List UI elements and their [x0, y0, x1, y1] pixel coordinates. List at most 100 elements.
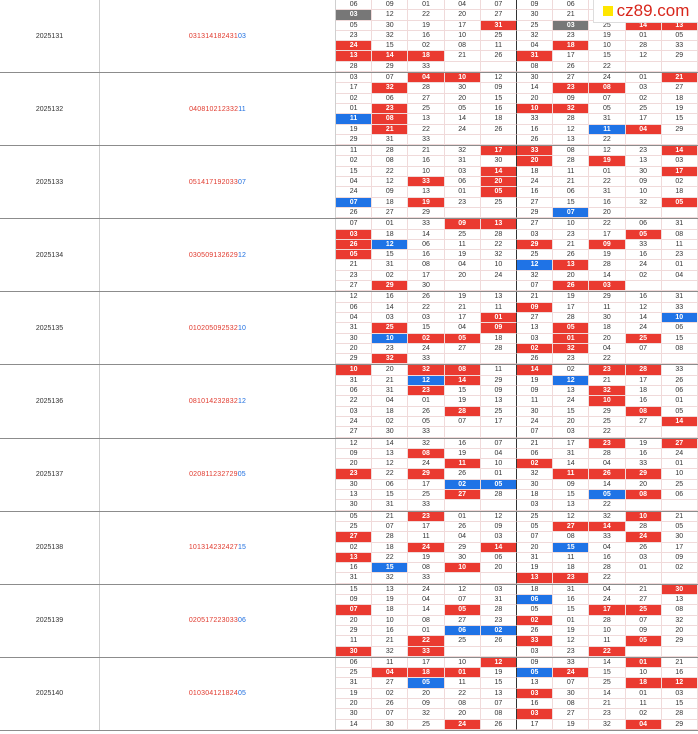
red-ball-number: 18: [221, 690, 230, 698]
grid-cell: 07: [625, 615, 662, 626]
grid-cell: 28: [589, 448, 626, 460]
grid-cell: 28: [553, 114, 590, 125]
red-ball-number: 02: [188, 617, 198, 625]
grid-cell: 08: [408, 563, 445, 574]
red-ball-number: 29: [229, 471, 238, 479]
grid-cell: 31: [589, 187, 626, 198]
grid-row: 03 07 04 10 12 30 27 24 01 21: [336, 73, 698, 84]
grid-cell: 03: [553, 427, 590, 438]
grid-cell: 13: [625, 156, 662, 167]
grid-cell: 29: [444, 542, 481, 553]
grid-cell: 27: [372, 678, 409, 689]
grid-cell: 30: [516, 479, 554, 491]
grid-row: 31 25 15 04 09 13 05 18 24 06: [336, 323, 698, 334]
site-logo[interactable]: cz89.com: [593, 0, 698, 23]
red-ball-number: 05: [188, 178, 198, 186]
grid-cell: 15: [553, 490, 590, 501]
grid-row: 30 06 17 02 05 30 09 14 20 25: [336, 479, 698, 491]
grid-cell: 31: [444, 156, 481, 167]
grid-cell: 21: [444, 302, 481, 313]
grid-cell: 17: [480, 146, 517, 157]
grid-cell: [625, 500, 662, 511]
grid-cell: 30: [408, 281, 445, 292]
grid-cell: 04: [661, 270, 698, 282]
grid-cell: 13: [336, 51, 373, 62]
red-ball-number: 31: [229, 32, 238, 40]
grid-cell: 04: [480, 448, 517, 460]
grid-cell: 22: [589, 427, 626, 438]
grid-cell: 14: [480, 542, 517, 553]
grid-cell: 05: [589, 490, 626, 501]
grid-cell: 02: [336, 156, 373, 167]
red-ball-number: 04: [189, 105, 198, 113]
red-ball-number: 14: [205, 398, 214, 406]
grid-row: 16 15 08 10 20 19 18 28 01 02: [336, 563, 698, 574]
grid-cell: 25: [516, 20, 554, 31]
grid-cell: 20: [553, 270, 590, 282]
grid-cell: 18: [372, 605, 409, 616]
red-ball-number: 14: [205, 32, 214, 40]
grid-cell: 21: [444, 51, 481, 62]
grid-cell: 30: [336, 646, 373, 657]
grid-cell: 10: [589, 625, 626, 637]
grid-cell: 18: [516, 166, 554, 178]
grid-cell: [480, 134, 517, 146]
grid-cell: 31: [589, 114, 626, 125]
grid-cell: 22: [589, 177, 626, 188]
grid-cell: 15: [553, 197, 590, 208]
grid-cell: 12: [553, 124, 590, 135]
grid-cell: 28: [336, 61, 373, 73]
grid-cell: 24: [553, 396, 590, 407]
grid-cell: 18: [372, 542, 409, 553]
grid-cell: 20: [516, 156, 554, 167]
red-ball-number: 30: [221, 617, 230, 625]
logo-square-icon: [602, 6, 613, 16]
grid-cell: 01: [625, 73, 662, 84]
grid-cell: 14: [336, 719, 373, 730]
grid-cell: 18: [625, 386, 662, 397]
grid-cell: 25: [444, 636, 481, 647]
grid-cell: 07: [336, 219, 373, 230]
grid-cell: 28: [553, 156, 590, 167]
grid-cell: 25: [625, 605, 662, 616]
grid-cell: 15: [553, 406, 590, 417]
grid-cell: 26: [625, 542, 662, 553]
period-block: 2025134 03 05 09 13 26 29 12 07 01 33 09 13 27 1…: [0, 219, 698, 293]
grid-cell: 04: [444, 532, 481, 543]
grid-cell: 29: [589, 292, 626, 303]
grid-cell: 31: [553, 584, 590, 596]
grid-cell: 27: [516, 219, 554, 230]
grid-cell: 20: [444, 270, 481, 282]
grid-cell: 04: [408, 595, 445, 606]
grid-cell: 31: [553, 448, 590, 460]
grid-cell: 33: [408, 573, 445, 584]
grid-cell: 06: [625, 219, 662, 230]
grid-cell: 28: [553, 312, 590, 324]
grid-cell: 23: [372, 343, 409, 355]
red-ball-number: 23: [213, 398, 222, 406]
grid-cell: 10: [589, 396, 626, 407]
grid-cell: 13: [480, 292, 517, 303]
red-ball-number: 33: [229, 617, 238, 625]
grid-cell: 22: [372, 552, 409, 564]
grid-cell: 05: [553, 323, 590, 334]
grid-cell: 33: [408, 61, 445, 73]
grid-cell: 25: [408, 719, 445, 730]
grid-cell: 11: [444, 459, 481, 470]
period-block: 2025136 08 10 14 23 28 32 12 10 20 32 08 11 14 0…: [0, 365, 698, 439]
grid-cell: 03: [661, 688, 698, 700]
grid-cell: 10: [625, 511, 662, 522]
grid-cell: 25: [589, 20, 626, 31]
grid-cell: 19: [625, 438, 662, 449]
grid-cell: 10: [444, 73, 481, 84]
red-ball-number: 27: [221, 471, 230, 479]
grid-cell: 06: [444, 177, 481, 188]
grid-cell: [480, 427, 517, 438]
red-ball-number: 20: [221, 178, 230, 186]
grid-cell: 14: [408, 229, 445, 240]
grid-cell: 02: [516, 459, 554, 470]
grid-cell: 18: [408, 51, 445, 62]
grid-cell: 14: [516, 83, 554, 94]
grid-cell: 32: [625, 197, 662, 208]
red-ball-number: 03: [188, 251, 198, 259]
